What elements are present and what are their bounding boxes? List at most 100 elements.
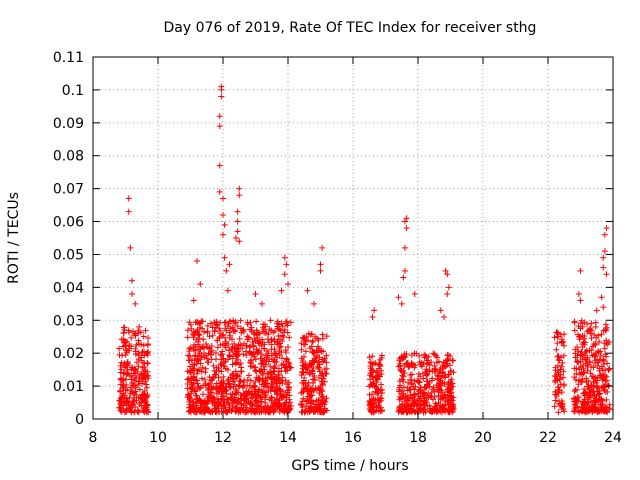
- data-point: [319, 408, 326, 415]
- data-point: [193, 396, 200, 403]
- data-point: [369, 313, 376, 320]
- data-point: [373, 404, 380, 411]
- data-point: [421, 397, 428, 404]
- data-point: [229, 371, 236, 378]
- data-point: [555, 384, 562, 391]
- data-point: [448, 393, 455, 400]
- data-point: [317, 261, 324, 268]
- data-point: [285, 379, 292, 386]
- data-point: [126, 394, 133, 401]
- data-point: [184, 376, 191, 383]
- data-point: [378, 407, 385, 414]
- data-point: [199, 404, 206, 411]
- data-point: [279, 323, 286, 330]
- data-point: [274, 341, 281, 348]
- data-point: [416, 379, 423, 386]
- data-point: [245, 372, 252, 379]
- data-point: [236, 335, 243, 342]
- data-point: [601, 231, 608, 238]
- data-point: [143, 350, 150, 357]
- data-point: [205, 359, 212, 366]
- data-point: [311, 300, 317, 307]
- data-point: [187, 404, 194, 411]
- data-point: [605, 366, 612, 373]
- data-point: [127, 384, 134, 391]
- data-point: [304, 387, 311, 394]
- data-point: [398, 300, 405, 307]
- data-point: [216, 408, 223, 415]
- data-point: [398, 409, 405, 416]
- data-point: [309, 337, 316, 344]
- data-point: [307, 362, 314, 369]
- data-point: [233, 387, 240, 394]
- data-point: [252, 364, 259, 371]
- data-point: [571, 365, 578, 372]
- data-point: [403, 215, 410, 222]
- data-point: [586, 394, 593, 401]
- data-point: [262, 375, 269, 382]
- data-point: [561, 408, 568, 415]
- data-point: [323, 359, 330, 366]
- data-point: [125, 327, 132, 334]
- data-point: [245, 398, 252, 405]
- data-point: [273, 373, 280, 380]
- data-point: [376, 398, 383, 405]
- data-point: [253, 330, 260, 337]
- data-point: [435, 358, 442, 365]
- data-point: [601, 248, 608, 255]
- data-point: [285, 402, 292, 409]
- data-point: [409, 361, 416, 368]
- data-point: [285, 281, 291, 288]
- data-point: [434, 354, 441, 361]
- data-point: [238, 405, 245, 412]
- data-point: [585, 408, 592, 415]
- data-point: [302, 341, 309, 348]
- data-point: [446, 362, 453, 369]
- data-point: [369, 353, 376, 360]
- y-tick-label: 0.05: [53, 247, 84, 263]
- data-point: [265, 358, 272, 365]
- data-point: [301, 335, 308, 342]
- data-point: [198, 318, 205, 325]
- data-point: [139, 348, 146, 355]
- data-point: [248, 384, 255, 391]
- data-point: [188, 375, 195, 382]
- data-point: [265, 387, 272, 394]
- data-point: [128, 407, 135, 414]
- y-tick-label: 0.06: [53, 215, 84, 231]
- data-point: [212, 350, 219, 357]
- data-point: [224, 377, 231, 384]
- data-point: [215, 395, 222, 402]
- data-point: [207, 320, 214, 327]
- data-point: [272, 350, 279, 357]
- data-point: [236, 406, 243, 413]
- data-point: [431, 388, 438, 395]
- data-point: [601, 345, 608, 352]
- data-point: [120, 405, 127, 412]
- data-point: [234, 208, 241, 215]
- data-point: [129, 277, 135, 284]
- data-point: [218, 378, 225, 385]
- data-point: [278, 287, 285, 294]
- data-point: [215, 374, 222, 381]
- data-point: [571, 401, 578, 408]
- data-point: [309, 348, 316, 355]
- data-point: [208, 342, 215, 349]
- y-tick-label: 0.07: [53, 182, 84, 198]
- data-point: [213, 380, 220, 387]
- data-point: [256, 409, 263, 416]
- data-point: [281, 401, 288, 408]
- data-point: [194, 319, 201, 326]
- data-point: [210, 375, 217, 382]
- data-point: [605, 382, 612, 389]
- data-point: [184, 334, 191, 341]
- data-point: [321, 366, 328, 373]
- data-point: [367, 359, 374, 366]
- data-point: [301, 353, 308, 360]
- data-point: [317, 267, 324, 274]
- data-point: [308, 388, 315, 395]
- data-point: [271, 364, 278, 371]
- data-points: [116, 83, 613, 416]
- data-point: [400, 274, 407, 281]
- data-point: [247, 358, 254, 365]
